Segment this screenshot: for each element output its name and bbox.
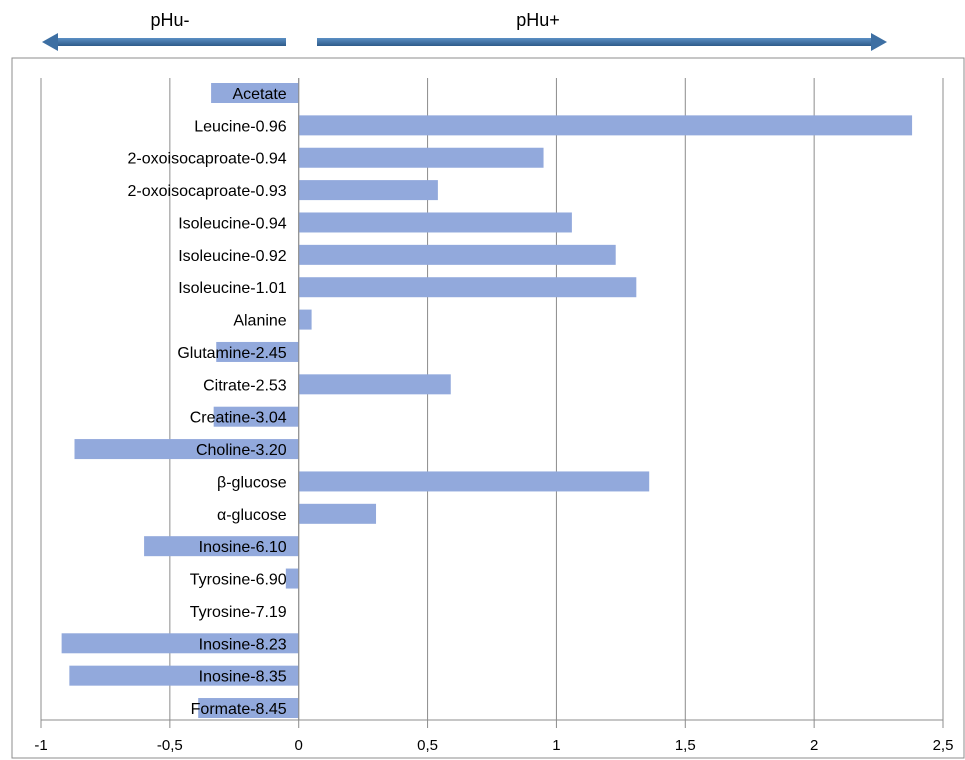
category-label: Inosine-6.10 — [199, 539, 287, 556]
x-tick-label: -0,5 — [157, 737, 183, 754]
category-label: β-glucose — [217, 474, 287, 491]
category-label: Creatine-3.04 — [190, 410, 287, 427]
x-tick-label: 1 — [552, 737, 560, 754]
category-label: 2-oxoisocaproate-0.93 — [127, 183, 286, 200]
bars — [61, 83, 913, 719]
category-label: Inosine-8.35 — [199, 669, 287, 686]
phu-plus-label: pHu+ — [516, 10, 560, 30]
plot-area — [11, 57, 965, 759]
bar — [298, 115, 913, 136]
category-label: α-glucose — [217, 507, 287, 524]
bar — [298, 503, 377, 524]
bar — [298, 277, 637, 298]
category-label: Isoleucine-0.92 — [178, 248, 287, 265]
category-label: Inosine-8.23 — [199, 636, 287, 653]
bar — [69, 665, 299, 686]
x-tick-label: 0,5 — [417, 737, 438, 754]
category-label: Glutamine-2.45 — [177, 345, 286, 362]
x-tick-label: 1,5 — [675, 737, 696, 754]
category-label: Tyrosine-6.90 — [190, 572, 287, 589]
x-tick-label: 0 — [295, 737, 303, 754]
category-label: Alanine — [233, 313, 286, 330]
phu-plus-arrow — [317, 33, 887, 51]
x-axis: -1 -0,5 0 0,5 1 1,5 2 2,5 — [34, 78, 953, 754]
x-tick-label: 2,5 — [933, 737, 954, 754]
category-label: Isoleucine-1.01 — [178, 280, 287, 297]
bar — [298, 180, 438, 201]
category-label: Formate-8.45 — [191, 701, 287, 718]
bar — [298, 471, 650, 492]
bar — [144, 536, 299, 557]
bar — [216, 341, 299, 362]
category-label: Acetate — [232, 86, 286, 103]
category-label: Leucine-0.96 — [194, 118, 287, 135]
bar — [61, 633, 299, 654]
bar — [198, 698, 299, 719]
category-labels: Acetate Leucine-0.96 2-oxoisocaproate-0.94… — [127, 86, 286, 718]
x-tick-label: 2 — [810, 737, 818, 754]
bar — [285, 568, 299, 589]
phu-minus-arrow — [42, 33, 286, 51]
category-label: Citrate-2.53 — [203, 377, 287, 394]
phu-minus-label: pHu- — [150, 10, 189, 30]
category-label: 2-oxoisocaproate-0.94 — [127, 151, 286, 168]
bar — [298, 309, 312, 330]
category-label: Choline-3.20 — [196, 442, 287, 459]
bar — [298, 147, 544, 168]
bar — [298, 212, 572, 233]
bar — [298, 244, 616, 265]
x-tick-label: -1 — [34, 737, 47, 754]
category-label: Isoleucine-0.94 — [178, 215, 287, 232]
bar — [74, 439, 299, 460]
bar — [213, 406, 299, 427]
gridlines — [40, 78, 944, 720]
bar — [298, 374, 451, 395]
bar — [211, 83, 299, 103]
category-label: Tyrosine-7.19 — [190, 604, 287, 621]
